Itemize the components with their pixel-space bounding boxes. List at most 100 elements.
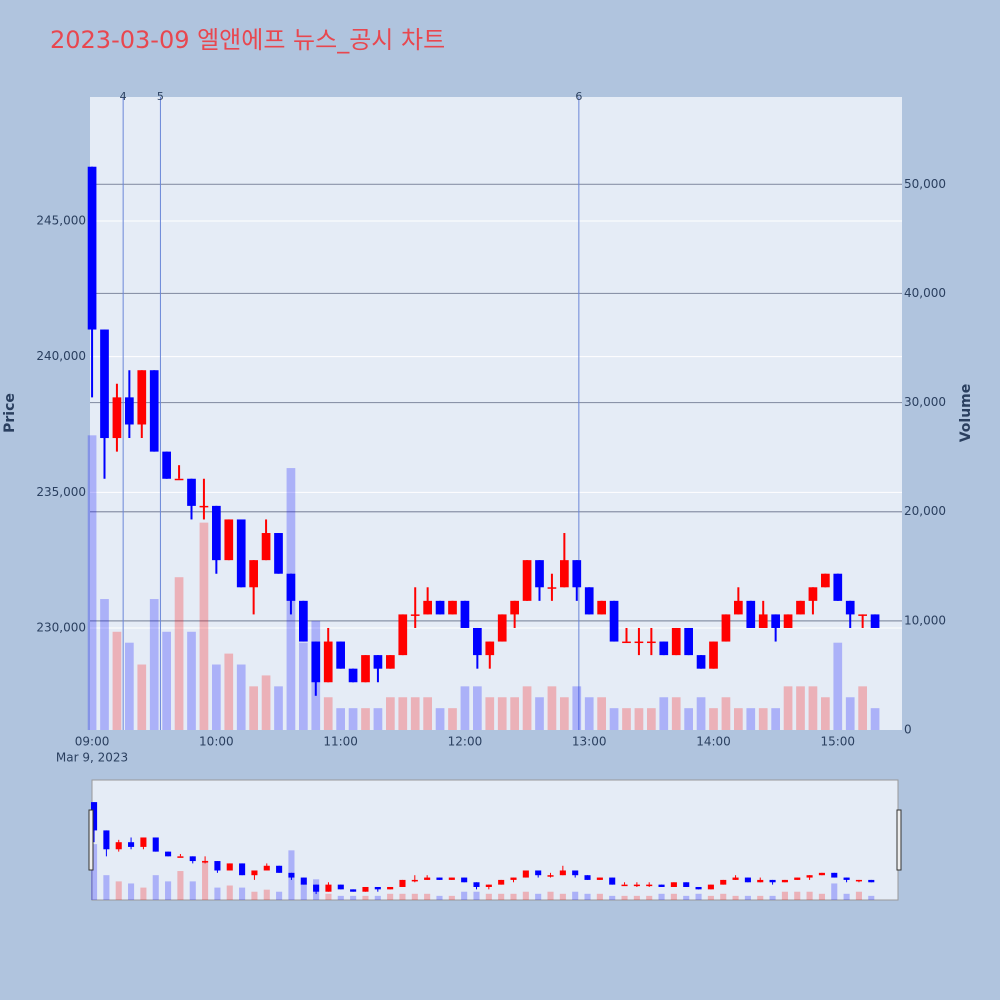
- mini-candle-body: [559, 870, 566, 876]
- candle-body: [249, 560, 258, 588]
- volume-bar: [386, 697, 395, 730]
- mini-volume-bar: [424, 893, 431, 900]
- candle-body: [149, 370, 159, 452]
- volume-bar: [696, 697, 706, 730]
- volume-bar: [572, 686, 582, 730]
- mini-volume-bar: [411, 893, 418, 900]
- candle-body: [485, 641, 495, 656]
- mini-volume-bar: [115, 881, 122, 900]
- mini-candle-body: [658, 884, 665, 887]
- mini-candle-body: [276, 865, 283, 873]
- mini-volume-bar: [757, 895, 764, 900]
- volume-bar: [870, 708, 880, 730]
- annotation-label: 4: [120, 90, 127, 103]
- volume-bar: [361, 708, 370, 730]
- mini-candle-body: [769, 879, 776, 883]
- mini-volume-bar: [461, 891, 468, 900]
- candle-body: [473, 627, 482, 656]
- volume-bar: [348, 708, 358, 730]
- y2-tick-label: 50,000: [904, 177, 946, 191]
- volume-bar: [174, 577, 184, 730]
- volume-bar: [684, 708, 693, 730]
- volume-bar: [709, 708, 718, 730]
- mini-candle-body: [596, 877, 603, 880]
- mini-volume-bar: [189, 881, 196, 900]
- candle-body: [870, 614, 880, 628]
- mini-volume-bar: [547, 891, 554, 900]
- x-tick-label: 12:00: [448, 735, 483, 749]
- mini-candle-body: [695, 886, 702, 890]
- mini-candle-body: [707, 884, 714, 890]
- y2-tick-label: 30,000: [904, 395, 946, 409]
- volume-bar: [473, 686, 482, 730]
- volume-bar: [236, 664, 246, 730]
- mini-candle-body: [806, 875, 813, 878]
- volume-bar: [808, 686, 818, 730]
- mini-candle-body: [757, 879, 764, 883]
- volume-bar: [373, 708, 383, 730]
- volume-bar: [584, 697, 594, 730]
- plot-area: [90, 97, 902, 730]
- mini-volume-bar: [214, 887, 221, 900]
- mini-volume-bar: [658, 893, 665, 900]
- candle-body: [410, 614, 420, 616]
- range-handle[interactable]: [88, 809, 94, 871]
- y2-tick-label: 20,000: [904, 504, 946, 518]
- mini-candle-body: [399, 879, 406, 887]
- mini-volume-bar: [584, 893, 591, 900]
- candle-body: [808, 587, 818, 601]
- mini-volume-bar: [732, 895, 739, 900]
- range-slider[interactable]: [91, 779, 899, 901]
- mini-volume-bar: [436, 895, 443, 900]
- y-tick-label: 245,000: [36, 213, 86, 227]
- mini-volume-bar: [202, 860, 209, 900]
- mini-candle-body: [411, 879, 418, 882]
- volume-bar: [100, 599, 109, 730]
- mini-volume-bar: [239, 887, 246, 900]
- candle-body: [435, 600, 445, 615]
- mini-candle-body: [325, 884, 332, 892]
- volume-bar: [560, 697, 569, 730]
- volume-bar: [609, 708, 619, 730]
- mini-volume-bar: [226, 885, 233, 900]
- x-tick-label: 11:00: [323, 735, 358, 749]
- candle-body: [100, 329, 109, 439]
- mini-volume-bar: [683, 895, 690, 900]
- volume-bar: [249, 686, 258, 730]
- y2-tick-label: 0: [904, 723, 912, 737]
- volume-bar: [87, 435, 97, 730]
- candle-body: [734, 600, 743, 615]
- candle-body: [833, 573, 843, 601]
- candle-body: [684, 627, 693, 656]
- mini-volume-bar: [522, 891, 529, 900]
- mini-candle-body: [843, 877, 850, 880]
- mini-candle-body: [313, 884, 320, 892]
- candle-body: [448, 600, 457, 615]
- mini-volume-bar: [596, 893, 603, 900]
- mini-candle-body: [683, 882, 690, 887]
- volume-bar: [497, 697, 507, 730]
- annotation-label: 6: [575, 90, 582, 103]
- range-handle[interactable]: [896, 809, 902, 871]
- mini-candle-body: [288, 872, 295, 878]
- volume-bar: [845, 697, 855, 730]
- mini-candle-body: [202, 861, 209, 863]
- mini-candle-body: [91, 802, 98, 831]
- volume-bar: [435, 708, 445, 730]
- volume-bar: [323, 697, 333, 730]
- mini-candle-body: [337, 884, 344, 890]
- mini-volume-bar: [818, 893, 825, 900]
- mini-candle-body: [498, 879, 505, 885]
- mini-volume-bar: [140, 887, 147, 900]
- mini-candle-body: [535, 870, 542, 876]
- mini-candle-body: [831, 872, 838, 878]
- volume-bar: [721, 697, 731, 730]
- volume-bar: [622, 708, 631, 730]
- mini-candle-body: [547, 875, 554, 877]
- mini-candle-body: [855, 879, 862, 882]
- candle-body: [796, 600, 805, 615]
- mini-volume-bar: [128, 883, 135, 900]
- volume-bar: [858, 686, 867, 730]
- candle-body: [460, 600, 470, 628]
- mini-candle-body: [140, 837, 147, 847]
